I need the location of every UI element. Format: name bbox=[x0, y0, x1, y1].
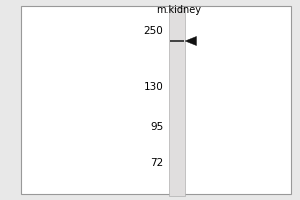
Polygon shape bbox=[185, 36, 196, 46]
Text: 130: 130 bbox=[144, 82, 164, 92]
Text: 72: 72 bbox=[150, 158, 164, 168]
Bar bbox=[170, 40, 184, 42]
Bar bbox=[169, 8, 184, 196]
Text: 250: 250 bbox=[144, 26, 164, 36]
Text: 95: 95 bbox=[150, 122, 164, 132]
Bar bbox=[21, 6, 291, 194]
Text: m.kidney: m.kidney bbox=[156, 5, 201, 15]
